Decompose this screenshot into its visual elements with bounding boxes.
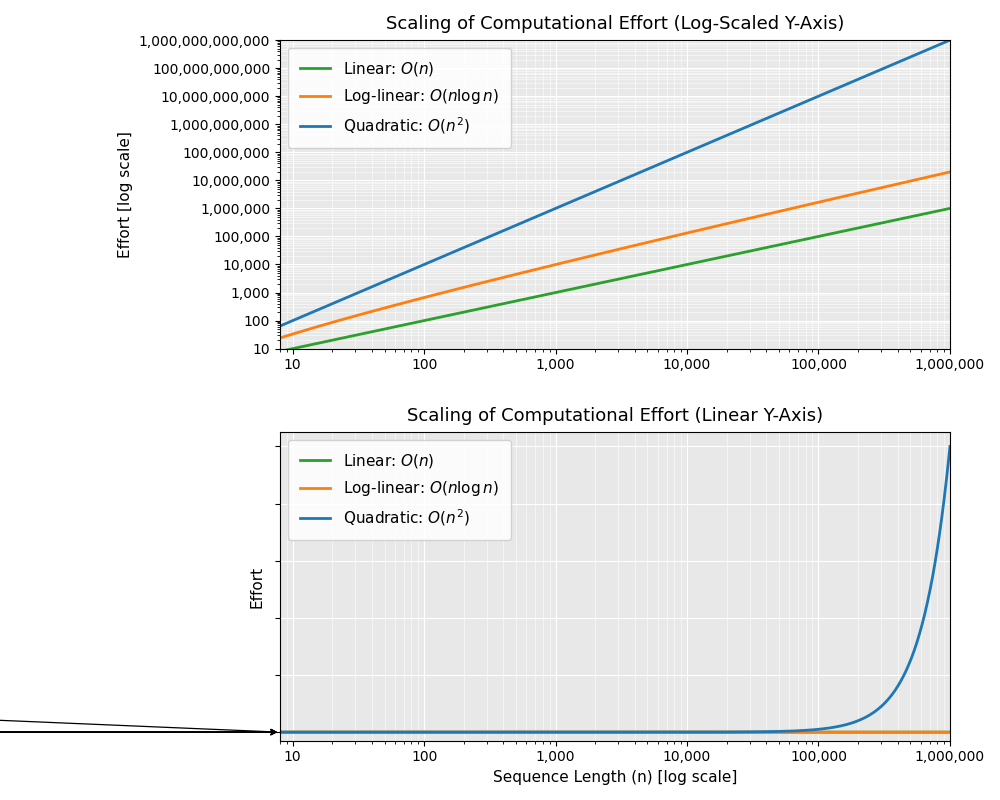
Quadratic: $O(n^2)$: (2.41e+03, 5.79e+06): $O(n^2)$: (2.41e+03, 5.79e+06)	[600, 182, 612, 192]
Log-linear: $O(n\log n)$: (1e+06, 1.99e+07): $O(n\log n)$: (1e+06, 1.99e+07)	[944, 167, 956, 177]
Line: Quadratic: $O(n^2)$: Quadratic: $O(n^2)$	[280, 446, 950, 732]
Linear: $O(n)$: (1.76e+03, 1.76e+03): $O(n)$: (1.76e+03, 1.76e+03)	[582, 281, 594, 290]
Line: Quadratic: $O(n^2)$: Quadratic: $O(n^2)$	[280, 40, 950, 326]
Text: 1,000,000,000,000: 1,000,000,000,000	[0, 440, 276, 734]
Y-axis label: Effort: Effort	[250, 566, 265, 607]
Quadratic: $O(n^2)$: (1.76e+03, 3.11e+06): $O(n^2)$: (1.76e+03, 3.11e+06)	[582, 190, 594, 199]
Linear: $O(n)$: (7.07e+05, 7.07e+05): $O(n)$: (7.07e+05, 7.07e+05)	[924, 208, 936, 218]
Linear: $O(n)$: (14.6, 14.6): $O(n)$: (14.6, 14.6)	[308, 727, 320, 737]
Log-linear: $O(n\log n)$: (2.41e+03, 2.7e+04): $O(n\log n)$: (2.41e+03, 2.7e+04)	[600, 727, 612, 737]
Linear: $O(n)$: (1.76e+03, 1.76e+03): $O(n)$: (1.76e+03, 1.76e+03)	[582, 727, 594, 737]
Title: Scaling of Computational Effort (Linear Y-Axis): Scaling of Computational Effort (Linear …	[407, 407, 823, 425]
Linear: $O(n)$: (8, 8): $O(n)$: (8, 8)	[274, 727, 286, 737]
Log-linear: $O(n\log n)$: (7.07e+05, 1.37e+07): $O(n\log n)$: (7.07e+05, 1.37e+07)	[924, 727, 936, 737]
Linear: $O(n)$: (8.25e+04, 8.25e+04): $O(n)$: (8.25e+04, 8.25e+04)	[802, 234, 814, 243]
Quadratic: $O(n^2)$: (14.6, 212): $O(n^2)$: (14.6, 212)	[308, 306, 320, 316]
Line: Linear: $O(n)$: Linear: $O(n)$	[280, 208, 950, 351]
Linear: $O(n)$: (2.41e+03, 2.41e+03): $O(n)$: (2.41e+03, 2.41e+03)	[600, 727, 612, 737]
Log-linear: $O(n\log n)$: (1.76e+03, 1.9e+04): $O(n\log n)$: (1.76e+03, 1.9e+04)	[582, 727, 594, 737]
Linear: $O(n)$: (7.11e+05, 7.11e+05): $O(n)$: (7.11e+05, 7.11e+05)	[924, 208, 936, 218]
Linear: $O(n)$: (7.07e+05, 7.07e+05): $O(n)$: (7.07e+05, 7.07e+05)	[924, 727, 936, 737]
Quadratic: $O(n^2)$: (8, 64): $O(n^2)$: (8, 64)	[274, 322, 286, 331]
Line: Log-linear: $O(n\log n)$: Log-linear: $O(n\log n)$	[280, 172, 950, 338]
Text: 10,000: 10,000	[0, 726, 276, 738]
Quadratic: $O(n^2)$: (8, 64): $O(n^2)$: (8, 64)	[274, 727, 286, 737]
Quadratic: $O(n^2)$: (7.11e+05, 5.06e+11): $O(n^2)$: (7.11e+05, 5.06e+11)	[924, 582, 936, 592]
Log-linear: $O(n\log n)$: (7.11e+05, 1.38e+07): $O(n\log n)$: (7.11e+05, 1.38e+07)	[924, 727, 936, 737]
Text: 10,000,000,000: 10,000,000,000	[0, 722, 276, 736]
Log-linear: $O(n\log n)$: (1e+06, 1.99e+07): $O(n\log n)$: (1e+06, 1.99e+07)	[944, 727, 956, 737]
Log-linear: $O(n\log n)$: (14.6, 56.3): $O(n\log n)$: (14.6, 56.3)	[308, 322, 320, 332]
Quadratic: $O(n^2)$: (7.07e+05, 5e+11): $O(n^2)$: (7.07e+05, 5e+11)	[924, 585, 936, 594]
Quadratic: $O(n^2)$: (1e+06, 1e+12): $O(n^2)$: (1e+06, 1e+12)	[944, 442, 956, 451]
Log-linear: $O(n\log n)$: (8.25e+04, 1.35e+06): $O(n\log n)$: (8.25e+04, 1.35e+06)	[802, 727, 814, 737]
Y-axis label: Effort [log scale]: Effort [log scale]	[118, 131, 133, 258]
Title: Scaling of Computational Effort (Log-Scaled Y-Axis): Scaling of Computational Effort (Log-Sca…	[386, 15, 844, 33]
Linear: $O(n)$: (8, 8): $O(n)$: (8, 8)	[274, 346, 286, 356]
Text: 100: 100	[0, 726, 276, 738]
Quadratic: $O(n^2)$: (7.11e+05, 5.06e+11): $O(n^2)$: (7.11e+05, 5.06e+11)	[924, 44, 936, 54]
Log-linear: $O(n\log n)$: (1.76e+03, 1.9e+04): $O(n\log n)$: (1.76e+03, 1.9e+04)	[582, 252, 594, 262]
Text: 100,000,000: 100,000,000	[0, 726, 276, 738]
Linear: $O(n)$: (1e+06, 1e+06): $O(n)$: (1e+06, 1e+06)	[944, 203, 956, 213]
Quadratic: $O(n^2)$: (7.07e+05, 5e+11): $O(n^2)$: (7.07e+05, 5e+11)	[924, 44, 936, 54]
Linear: $O(n)$: (14.6, 14.6): $O(n)$: (14.6, 14.6)	[308, 339, 320, 349]
Log-linear: $O(n\log n)$: (8, 24): $O(n\log n)$: (8, 24)	[274, 727, 286, 737]
Log-linear: $O(n\log n)$: (2.41e+03, 2.7e+04): $O(n\log n)$: (2.41e+03, 2.7e+04)	[600, 247, 612, 257]
Linear: $O(n)$: (7.11e+05, 7.11e+05): $O(n)$: (7.11e+05, 7.11e+05)	[924, 727, 936, 737]
Log-linear: $O(n\log n)$: (8, 24): $O(n\log n)$: (8, 24)	[274, 333, 286, 342]
Legend: Linear: $O(n)$, Log-linear: $O(n\log n)$, Quadratic: $O(n^2)$: Linear: $O(n)$, Log-linear: $O(n\log n)$…	[288, 48, 511, 148]
Linear: $O(n)$: (8.25e+04, 8.25e+04): $O(n)$: (8.25e+04, 8.25e+04)	[802, 727, 814, 737]
Legend: Linear: $O(n)$, Log-linear: $O(n\log n)$, Quadratic: $O(n^2)$: Linear: $O(n)$, Log-linear: $O(n\log n)$…	[288, 440, 511, 540]
Quadratic: $O(n^2)$: (8.25e+04, 6.8e+09): $O(n^2)$: (8.25e+04, 6.8e+09)	[802, 726, 814, 735]
Quadratic: $O(n^2)$: (2.41e+03, 5.79e+06): $O(n^2)$: (2.41e+03, 5.79e+06)	[600, 727, 612, 737]
Quadratic: $O(n^2)$: (8.25e+04, 6.8e+09): $O(n^2)$: (8.25e+04, 6.8e+09)	[802, 96, 814, 106]
Log-linear: $O(n\log n)$: (7.11e+05, 1.38e+07): $O(n\log n)$: (7.11e+05, 1.38e+07)	[924, 172, 936, 182]
Log-linear: $O(n\log n)$: (8.25e+04, 1.35e+06): $O(n\log n)$: (8.25e+04, 1.35e+06)	[802, 200, 814, 210]
Quadratic: $O(n^2)$: (1e+06, 1e+12): $O(n^2)$: (1e+06, 1e+12)	[944, 35, 956, 45]
Log-linear: $O(n\log n)$: (14.6, 56.3): $O(n\log n)$: (14.6, 56.3)	[308, 727, 320, 737]
Linear: $O(n)$: (2.41e+03, 2.41e+03): $O(n)$: (2.41e+03, 2.41e+03)	[600, 277, 612, 286]
Quadratic: $O(n^2)$: (1.76e+03, 3.11e+06): $O(n^2)$: (1.76e+03, 3.11e+06)	[582, 727, 594, 737]
Linear: $O(n)$: (1e+06, 1e+06): $O(n)$: (1e+06, 1e+06)	[944, 727, 956, 737]
Log-linear: $O(n\log n)$: (7.07e+05, 1.37e+07): $O(n\log n)$: (7.07e+05, 1.37e+07)	[924, 172, 936, 182]
Text: 1,000,000: 1,000,000	[0, 726, 276, 738]
Quadratic: $O(n^2)$: (14.6, 212): $O(n^2)$: (14.6, 212)	[308, 727, 320, 737]
X-axis label: Sequence Length (n) [log scale]: Sequence Length (n) [log scale]	[493, 770, 737, 785]
